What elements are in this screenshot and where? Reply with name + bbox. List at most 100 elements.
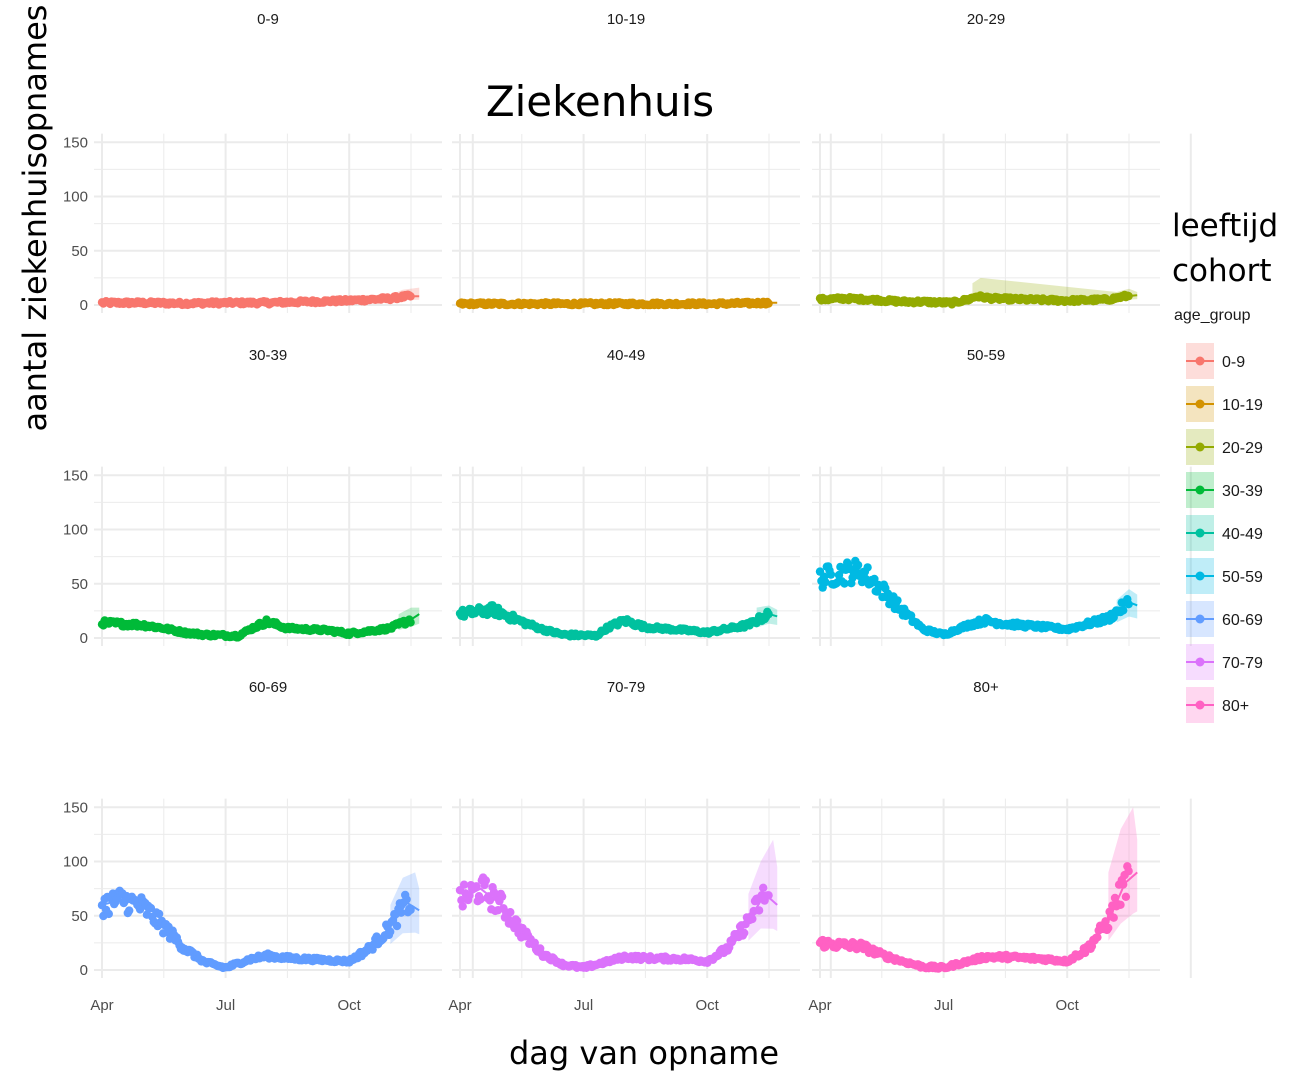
facet-label: 10-19 xyxy=(607,11,645,28)
legend-title-line2: cohort xyxy=(1172,253,1272,289)
legend-item-10-19: 10-19 xyxy=(1186,386,1263,422)
y-tick-label: 50 xyxy=(71,243,88,260)
data-point xyxy=(386,927,395,936)
data-point xyxy=(821,578,830,587)
data-point xyxy=(154,909,164,919)
data-point xyxy=(396,908,406,917)
legend-label: 0-9 xyxy=(1222,354,1245,371)
data-point xyxy=(1119,606,1128,615)
data-point xyxy=(1116,900,1125,909)
x-tick-label: Jul xyxy=(574,997,593,1014)
data-point xyxy=(406,905,415,915)
y-tick-label: 150 xyxy=(63,467,88,484)
chart-title: Ziekenhuis xyxy=(486,77,714,126)
legend-item-20-29: 20-29 xyxy=(1186,429,1263,465)
legend-item-0-9: 0-9 xyxy=(1186,343,1245,379)
legend-label: 50-59 xyxy=(1222,569,1263,586)
data-point xyxy=(840,579,849,588)
data-point xyxy=(1124,600,1133,609)
data-point xyxy=(497,892,507,901)
legend-item-30-39: 30-39 xyxy=(1186,472,1263,508)
panel-80+: 80+ Apr Jul Oct xyxy=(808,679,1192,1014)
x-tick-label: Apr xyxy=(808,997,831,1014)
panels-layer: 0-9 0 50 100 150 10-19 20-29 30-39 0 50 100 150 40-4… xyxy=(63,11,1192,1014)
legend-item-40-49: 40-49 xyxy=(1186,515,1263,551)
data-point xyxy=(1109,913,1118,922)
data-point xyxy=(406,618,415,627)
data-point xyxy=(870,574,879,584)
x-tick-label: Oct xyxy=(696,997,720,1014)
panel-30-39: 30-39 0 50 100 150 xyxy=(63,347,474,647)
facet-label: 60-69 xyxy=(249,679,287,696)
y-axis-label: aantal ziekenhuisopnames xyxy=(16,5,54,432)
y-tick-label: 50 xyxy=(71,576,88,593)
y-tick-label: 150 xyxy=(63,134,88,151)
facet-label: 20-29 xyxy=(967,11,1005,28)
data-point xyxy=(465,891,474,900)
title-box xyxy=(452,68,748,134)
x-tick-label: Oct xyxy=(1056,997,1080,1014)
facet-label: 70-79 xyxy=(607,679,645,696)
panel-60-69: 60-69 0 50 100 150 Apr Jul Oct xyxy=(63,679,474,1014)
data-point xyxy=(893,596,902,605)
data-point xyxy=(402,895,411,904)
x-tick-label: Jul xyxy=(934,997,953,1014)
legend-point-key xyxy=(1195,571,1205,581)
y-tick-label: 50 xyxy=(71,908,88,925)
data-point xyxy=(392,921,402,931)
panel-40-49: 40-49 xyxy=(452,347,832,646)
data-point xyxy=(764,299,773,308)
data-point xyxy=(104,909,114,919)
data-point xyxy=(530,938,539,947)
data-point xyxy=(481,876,490,885)
data-point xyxy=(1124,291,1133,301)
data-point xyxy=(125,906,134,915)
legend-item-60-69: 60-69 xyxy=(1186,601,1263,637)
data-point xyxy=(740,928,749,938)
y-tick-label: 100 xyxy=(63,854,88,871)
panel-70-79: 70-79 Apr Jul Oct xyxy=(448,679,832,1014)
data-point xyxy=(476,895,485,904)
legend-point-key xyxy=(1195,700,1205,710)
y-tick-label: 0 xyxy=(80,962,88,979)
legend-point-key xyxy=(1195,485,1205,495)
panel-20-29: 20-29 xyxy=(812,11,1192,313)
legend-point-key xyxy=(1195,356,1205,366)
data-point xyxy=(826,570,836,579)
data-point xyxy=(853,560,863,570)
y-tick-label: 100 xyxy=(63,522,88,539)
legend-subtitle: age_group xyxy=(1174,307,1251,324)
data-point xyxy=(485,896,495,905)
y-tick-label: 150 xyxy=(63,799,88,816)
x-tick-label: Apr xyxy=(90,997,113,1014)
facet-label: 80+ xyxy=(973,679,999,696)
facet-label: 40-49 xyxy=(607,347,645,364)
data-point xyxy=(764,609,773,619)
data-point xyxy=(1124,866,1133,876)
data-point xyxy=(754,906,764,915)
legend-point-key xyxy=(1195,614,1205,624)
legend-label: 30-39 xyxy=(1222,483,1263,500)
data-point xyxy=(1104,923,1113,933)
legend-label: 60-69 xyxy=(1222,612,1263,629)
legend-label: 80+ xyxy=(1222,698,1249,715)
legend-title-line1: leeftijd xyxy=(1172,208,1278,244)
data-point xyxy=(506,908,515,917)
legend-label: 70-79 xyxy=(1222,655,1263,672)
legend-point-key xyxy=(1195,528,1205,538)
data-point xyxy=(459,880,469,889)
data-point xyxy=(1093,933,1102,942)
data-point xyxy=(863,563,872,572)
legend-item-80+: 80+ xyxy=(1186,687,1249,723)
legend-point-key xyxy=(1195,657,1205,667)
legend-label: 40-49 xyxy=(1222,526,1263,543)
data-point xyxy=(748,914,757,924)
data-point xyxy=(512,916,522,926)
legend-item-50-59: 50-59 xyxy=(1186,558,1263,594)
legend-label: 20-29 xyxy=(1222,440,1263,457)
x-tick-label: Jul xyxy=(216,997,235,1014)
data-point xyxy=(1121,892,1131,901)
legend-point-key xyxy=(1195,399,1205,409)
legend: leeftijd cohort age_group 0-9 10-19 20-29 30-3… xyxy=(1172,208,1278,723)
